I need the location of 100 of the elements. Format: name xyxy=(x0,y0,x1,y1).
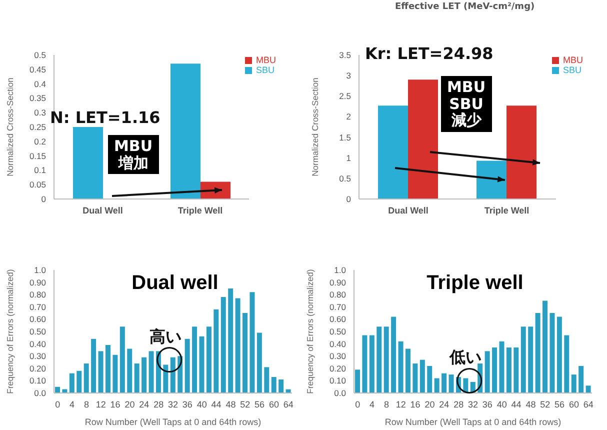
bar xyxy=(550,313,555,393)
x-tick-label: 0 xyxy=(355,399,360,410)
bar xyxy=(369,335,374,393)
y-tick-label: 0 xyxy=(41,194,46,204)
y-tick-label: 0.2 xyxy=(34,136,46,146)
y-tick-label: 0.60 xyxy=(329,314,346,324)
x-tick-label: 20 xyxy=(424,399,435,410)
x-tick-label: Dual Well xyxy=(388,205,428,216)
bar xyxy=(192,326,198,393)
y-axis-title: Frequency of Errors (normalized) xyxy=(305,268,316,394)
x-tick-label: 24 xyxy=(139,399,150,410)
y-tick-label: 0.70 xyxy=(29,302,46,312)
y-tick-label: 0.15 xyxy=(29,150,46,161)
y-tick-label: 1 xyxy=(346,152,352,163)
bar xyxy=(564,335,570,393)
bar xyxy=(184,338,190,393)
y-axis-title: Frequency of Errors (normalized) xyxy=(5,268,16,394)
legend-label: SBU xyxy=(563,65,582,75)
bar xyxy=(528,326,534,393)
y-tick-label: 0.20 xyxy=(329,363,346,374)
y-tick-label: 1.5 xyxy=(339,132,352,142)
bar xyxy=(408,80,438,199)
x-tick-label: 44 xyxy=(511,399,522,410)
bar xyxy=(506,347,512,393)
y-tick-label: 0.60 xyxy=(29,314,46,324)
y-tick-label: 3 xyxy=(346,70,352,81)
y-tick-label: 0.05 xyxy=(29,180,46,190)
bar xyxy=(228,288,234,393)
bar xyxy=(134,363,140,393)
bar xyxy=(98,351,104,393)
bar xyxy=(127,348,132,393)
y-tick-label: 3.5 xyxy=(339,50,352,60)
bar xyxy=(235,298,240,393)
bar xyxy=(242,313,248,393)
y-tick-label: 0.80 xyxy=(29,290,46,300)
x-tick-label: 12 xyxy=(96,399,106,410)
y-tick-label: 2.5 xyxy=(339,91,352,102)
bar xyxy=(448,374,454,393)
bar xyxy=(199,336,204,393)
y-tick-label: 0.50 xyxy=(29,326,46,337)
x-tick-label: 56 xyxy=(254,399,265,410)
bar xyxy=(142,357,147,393)
x-tick-label: 12 xyxy=(396,399,406,410)
x-tick-label: 36 xyxy=(182,399,192,410)
bar xyxy=(427,366,432,393)
y-tick-label: 0.0 xyxy=(334,388,346,398)
bar xyxy=(105,345,110,393)
x-tick-label: 52 xyxy=(240,399,250,410)
bar xyxy=(206,326,212,393)
annotation: Kr: LET=24.98 xyxy=(365,44,494,63)
y-tick-label: 0.50 xyxy=(329,326,346,337)
x-tick-label: 48 xyxy=(526,399,536,410)
legend-label: MBU xyxy=(563,55,583,65)
annotation: MBU SBU 減少 xyxy=(441,76,492,132)
x-tick-label: Triple Well xyxy=(178,205,223,216)
y-tick-label: 0.20 xyxy=(29,363,46,374)
y-tick-label: 0.5 xyxy=(339,173,352,184)
annotation: N: LET=1.16 xyxy=(50,108,160,127)
annotation: 低い xyxy=(448,348,482,367)
y-tick-label: 0.80 xyxy=(329,290,346,300)
bar xyxy=(398,341,404,393)
x-tick-label: 64 xyxy=(283,399,294,410)
bar xyxy=(578,366,584,393)
x-tick-label: 36 xyxy=(482,399,492,410)
bar xyxy=(442,373,447,393)
x-tick-label: 60 xyxy=(568,399,579,410)
annotation: MBU 増加 xyxy=(108,135,159,174)
bar xyxy=(362,335,368,393)
x-tick-label: 0 xyxy=(55,399,60,410)
annotation: 高い xyxy=(149,326,182,346)
x-tick-label: 44 xyxy=(211,399,222,410)
bar xyxy=(256,332,262,393)
x-axis-title: Row Number (Well Taps at 0 and 64th rows) xyxy=(84,417,262,427)
bar xyxy=(571,374,576,393)
chart-title: Triple well xyxy=(426,272,524,295)
x-tick-label: 16 xyxy=(410,399,420,410)
y-tick-label: 0.25 xyxy=(29,122,46,132)
x-tick-label: 40 xyxy=(196,399,207,410)
y-tick-label: 0.35 xyxy=(29,93,46,104)
x-tick-label: Dual Well xyxy=(82,205,123,216)
text: Effective LET (MeV-cm²/mg) xyxy=(395,2,535,12)
x-tick-label: 16 xyxy=(110,399,120,410)
bar xyxy=(84,363,89,393)
x-axis-title: Row Number (Well Taps at 0 and 64th rows) xyxy=(384,417,562,427)
bar xyxy=(220,297,226,393)
x-tick-label: 60 xyxy=(268,399,279,410)
x-tick-label: 28 xyxy=(154,399,164,410)
bar xyxy=(476,160,506,199)
bar xyxy=(120,326,125,393)
bar xyxy=(112,354,118,393)
y-tick-label: 0.40 xyxy=(329,338,346,349)
chart-title: Dual well xyxy=(130,272,220,295)
bar xyxy=(556,316,562,393)
x-tick-label: 8 xyxy=(84,399,89,410)
bar xyxy=(170,357,176,393)
y-tick-label: 2 xyxy=(346,112,352,122)
y-tick-label: 0.3 xyxy=(34,108,46,118)
x-tick-label: 48 xyxy=(226,399,236,410)
bar xyxy=(420,360,425,393)
bar xyxy=(163,364,168,393)
